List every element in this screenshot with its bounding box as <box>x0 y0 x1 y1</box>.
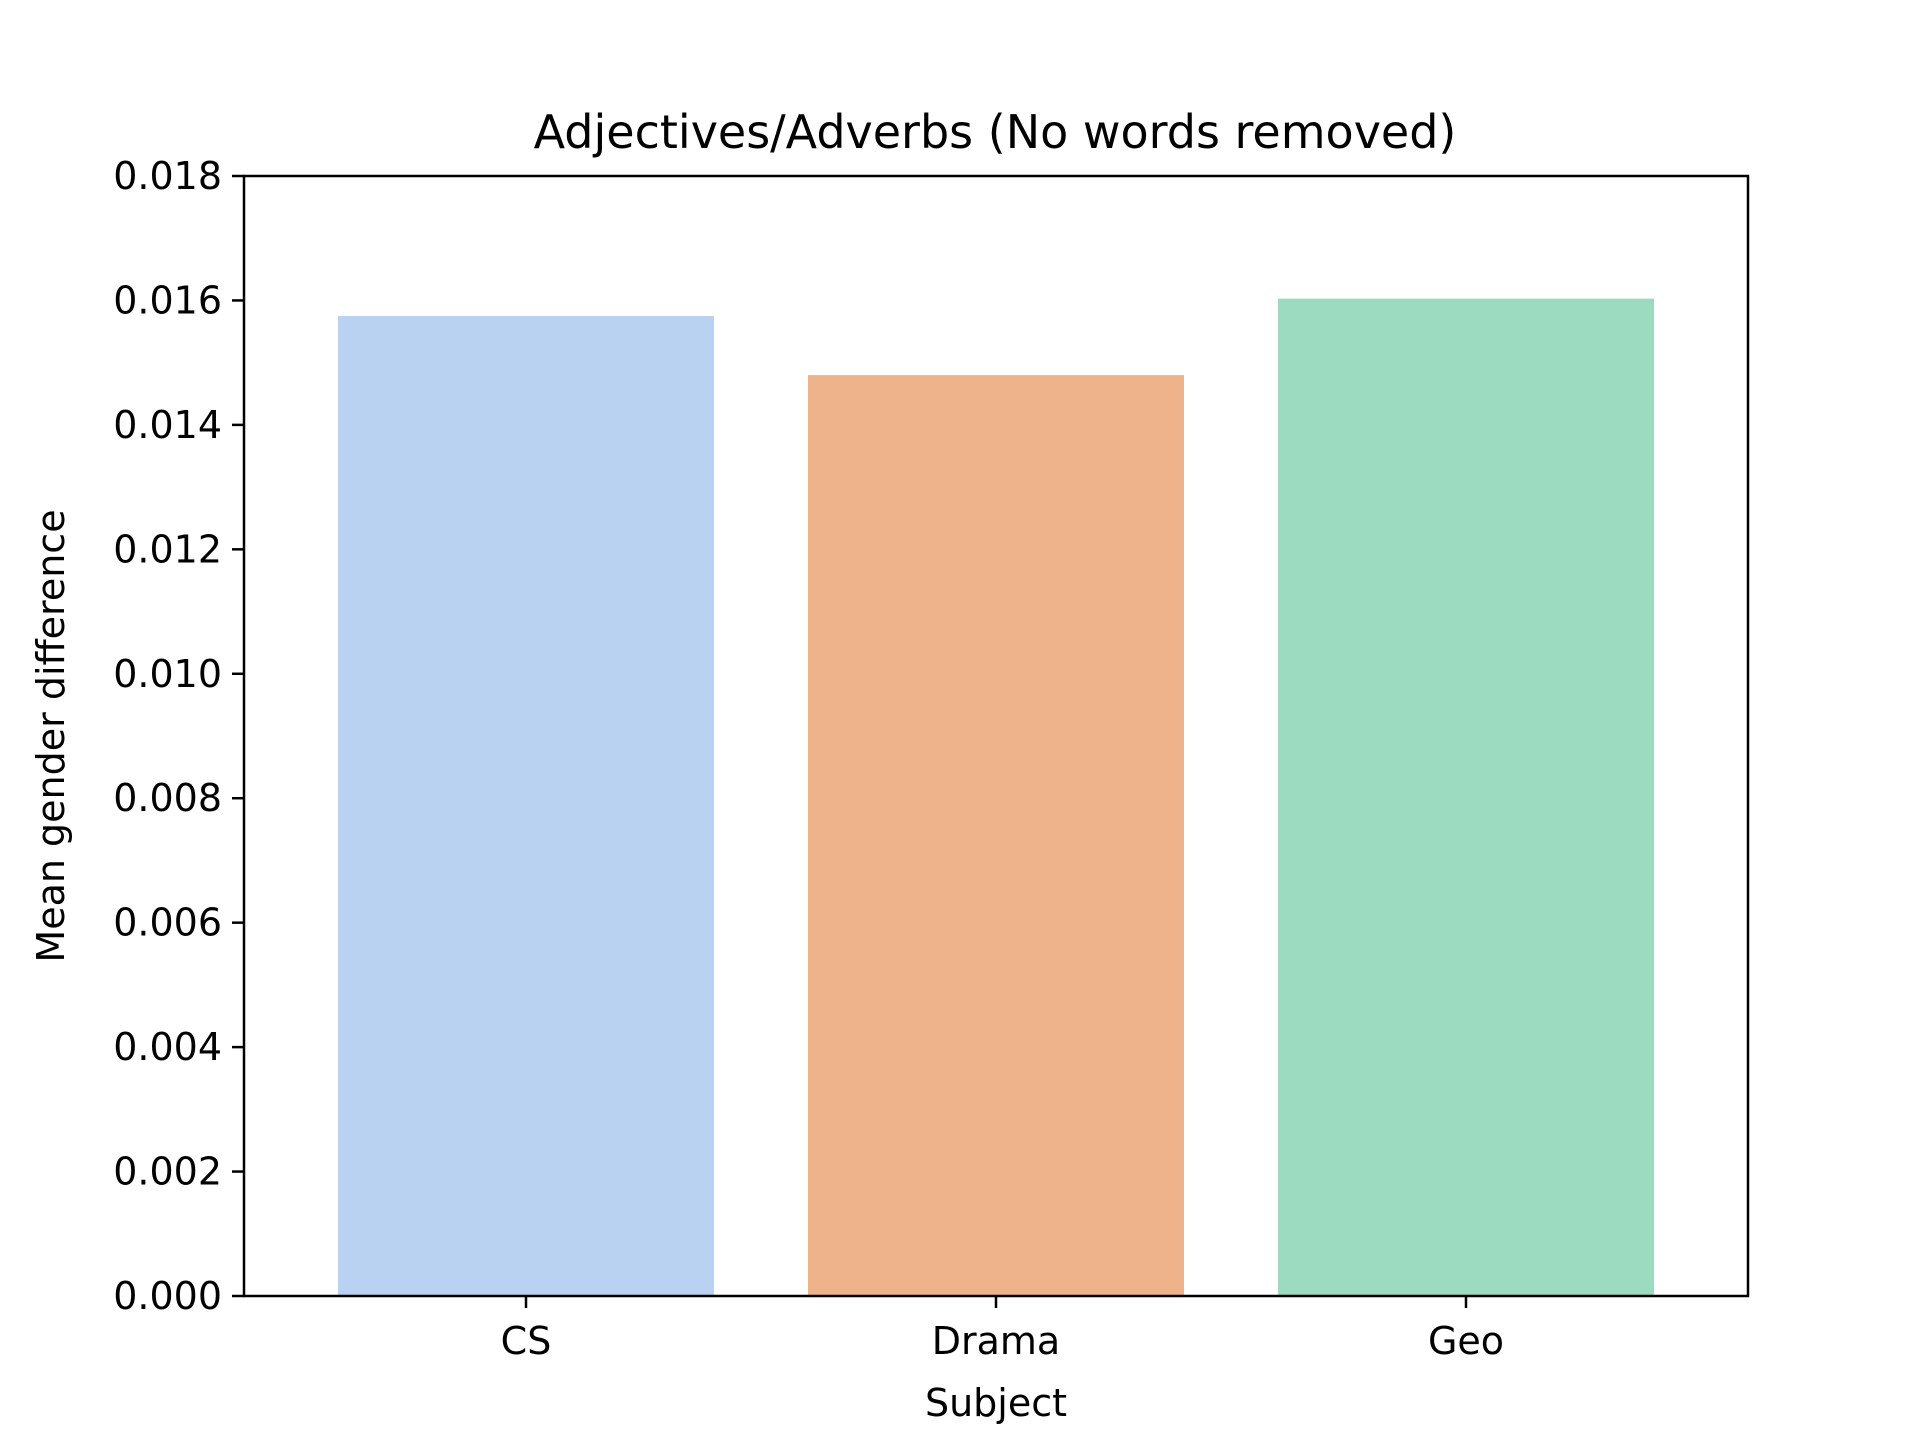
y-tick-label: 0.000 <box>113 1274 222 1318</box>
bar-drama <box>808 375 1184 1297</box>
y-tick-label: 0.016 <box>113 278 222 322</box>
chart-title: Adjectives/Adverbs (No words removed) <box>534 105 1457 159</box>
y-tick-label: 0.008 <box>113 776 222 820</box>
y-axis: 0.000 0.002 0.004 0.006 0.008 0.010 0.012 0.014… <box>113 154 244 1318</box>
bar-cs <box>338 316 714 1296</box>
y-tick-label: 0.012 <box>113 527 222 571</box>
y-axis-label: Mean gender difference <box>29 509 73 962</box>
bars-group <box>338 298 1654 1297</box>
x-tick-label-geo: Geo <box>1428 1319 1504 1363</box>
x-axis: CS Drama Geo <box>501 1296 1504 1363</box>
y-tick-label: 0.004 <box>113 1025 222 1069</box>
plot-frame <box>242 174 1750 1298</box>
y-tick-label: 0.018 <box>113 154 222 198</box>
bar-geo <box>1278 298 1654 1297</box>
y-tick-label: 0.002 <box>113 1150 222 1194</box>
x-tick-label-cs: CS <box>501 1319 552 1363</box>
y-tick-label: 0.006 <box>113 901 222 945</box>
x-tick-label-drama: Drama <box>932 1319 1060 1363</box>
y-tick-label: 0.014 <box>113 403 222 447</box>
x-axis-label: Subject <box>925 1381 1067 1425</box>
y-tick-label: 0.010 <box>113 652 222 696</box>
